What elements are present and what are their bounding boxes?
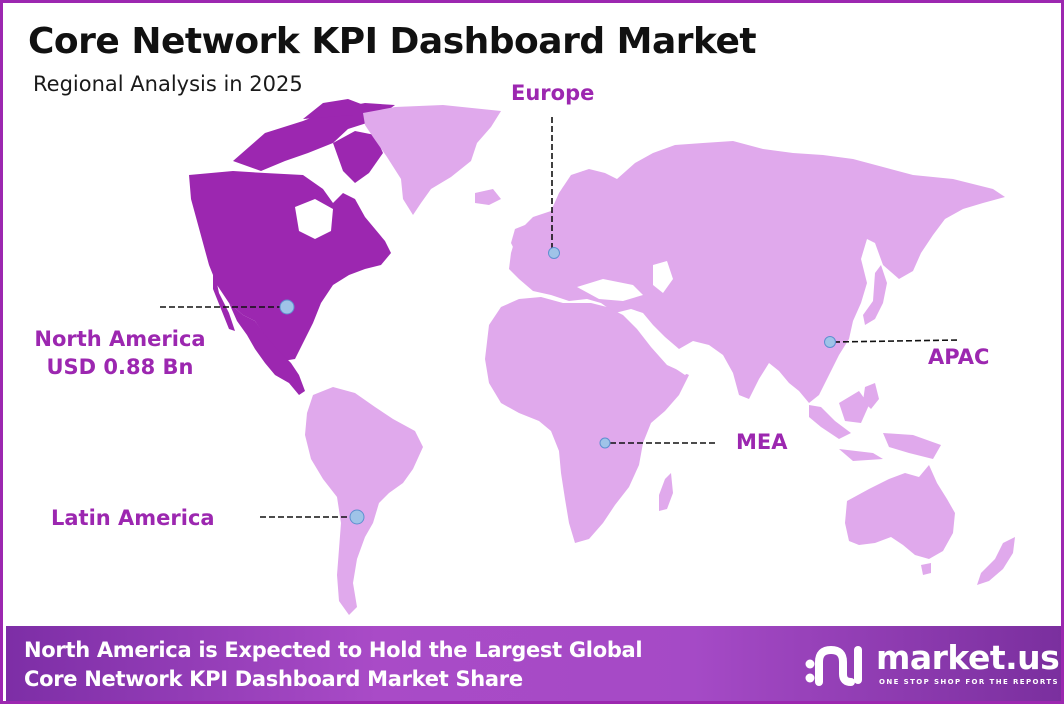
footer-banner: North America is Expected to Hold the La… — [6, 626, 1061, 701]
page-title: Core Network KPI Dashboard Market — [28, 21, 757, 62]
region-label-europe: Europe — [511, 81, 595, 105]
footer-line-1: North America is Expected to Hold the La… — [24, 638, 643, 662]
marker-europe[interactable] — [548, 247, 560, 259]
region-label-north-america: North America USD 0.88 Bn — [25, 325, 215, 381]
marker-latin-america[interactable] — [349, 509, 365, 525]
region-label-mea: MEA — [736, 430, 788, 454]
world-map — [160, 99, 1015, 615]
footer-headline: North America is Expected to Hold the La… — [24, 636, 643, 694]
other-regions-shape — [305, 105, 1015, 615]
region-label-latin-america: Latin America — [51, 506, 215, 530]
region-value: USD 0.88 Bn — [46, 355, 194, 379]
leader-lines — [160, 117, 959, 518]
marker-north-america[interactable] — [279, 299, 295, 315]
region-north-america-shape — [189, 99, 395, 395]
leader-line-apac — [833, 339, 959, 343]
market-us-logo-icon — [805, 645, 862, 686]
market-us-logo[interactable]: market.us ONE STOP SHOP FOR THE REPORTS — [804, 638, 1060, 690]
logo-wordmark: market.us — [876, 638, 1060, 677]
marker-apac[interactable] — [824, 336, 836, 348]
region-label-apac: APAC — [928, 345, 990, 369]
logo-tagline: ONE STOP SHOP FOR THE REPORTS — [879, 678, 1059, 686]
region-name: North America — [34, 327, 206, 351]
marker-mea[interactable] — [599, 437, 611, 449]
footer-line-2: Core Network KPI Dashboard Market Share — [24, 667, 523, 691]
page-subtitle: Regional Analysis in 2025 — [33, 72, 303, 96]
